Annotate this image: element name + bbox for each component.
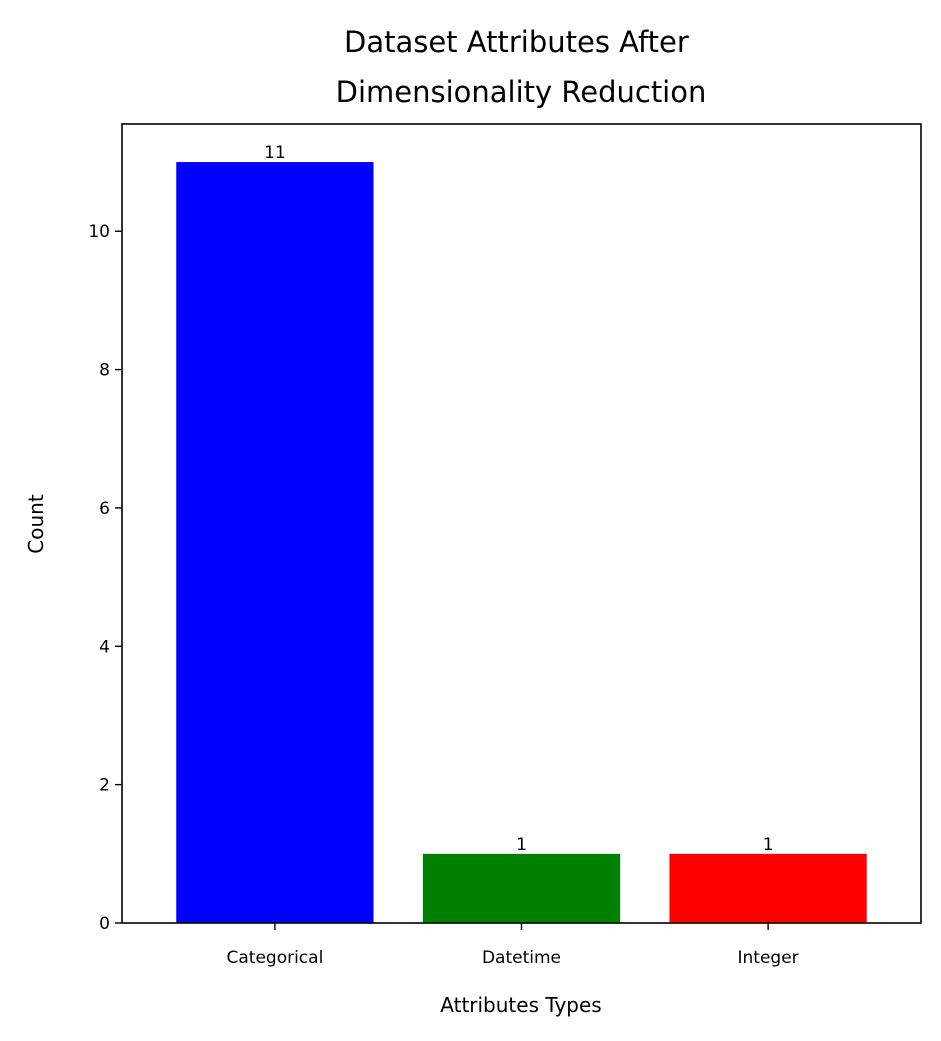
chart-title: Dataset Attributes After Dimensionality … (336, 25, 707, 109)
chart-title-line-1: Dataset Attributes After (344, 25, 698, 59)
chart-title-line-2: Dimensionality Reduction (336, 75, 707, 109)
x-tick-label: Integer (738, 948, 799, 968)
data-label-categorical: 11 (264, 143, 286, 163)
bar-categorical (176, 162, 374, 924)
y-tick-label: 8 (99, 361, 110, 381)
y-tick-label: 10 (88, 222, 110, 242)
data-label-datetime: 1 (516, 835, 527, 855)
y-tick-label: 0 (99, 914, 110, 934)
x-tick-label: Categorical (226, 948, 323, 968)
y-tick-label: 4 (99, 637, 110, 657)
bar-integer (669, 853, 867, 923)
bar-datetime (422, 853, 621, 923)
y-tick-label: 2 (99, 776, 110, 796)
y-tick-label: 6 (99, 499, 110, 519)
x-tick-label: Datetime (482, 948, 561, 968)
data-label-integer: 1 (763, 835, 774, 855)
y-axis-label: Count (24, 494, 48, 554)
x-axis-label: Attributes Types (440, 993, 601, 1017)
